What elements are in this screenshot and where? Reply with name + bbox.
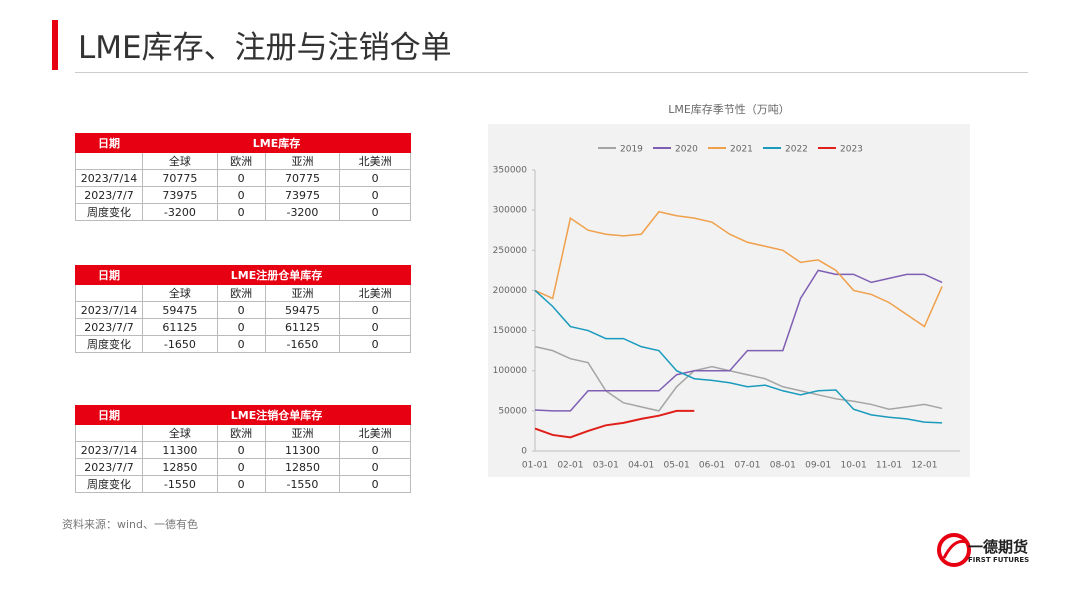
series-line (534, 269, 943, 412)
cell: 70775 (264, 169, 341, 187)
title-bar (52, 20, 58, 70)
x-tick-label: 06-01 (699, 461, 725, 471)
y-tick-label: 300000 (493, 206, 528, 216)
data-row: 2023/7/7 12850 0 12850 0 (75, 458, 411, 476)
cell: -3200 (264, 203, 341, 221)
y-tick-label: 100000 (493, 366, 528, 376)
cell: 2023/7/14 (75, 301, 143, 319)
cell: 周度变化 (75, 475, 143, 493)
cell: -3200 (142, 203, 218, 221)
x-tick-label: 05-01 (664, 461, 690, 471)
y-tick-label: 250000 (493, 246, 528, 256)
series-line (534, 345, 943, 412)
legend-label: 2023 (840, 145, 863, 155)
data-row: 2023/7/14 11300 0 11300 0 (75, 441, 411, 459)
subheader-cell: 全球 (142, 284, 218, 302)
y-tick-label: 50000 (498, 406, 527, 416)
y-tick-label: 200000 (493, 286, 528, 296)
cell: 0 (216, 203, 266, 221)
logo-icon (937, 533, 971, 567)
data-row: 2023/7/7 61125 0 61125 0 (75, 318, 411, 336)
subheader-row: 全球 欧洲 亚洲 北美洲 (75, 152, 411, 170)
data-row: 周度变化 -1550 0 -1550 0 (75, 475, 411, 493)
subheader-cell: 北美洲 (339, 284, 411, 302)
x-tick-label: 04-01 (628, 461, 654, 471)
divider (75, 72, 1028, 73)
x-tick-label: 07-01 (734, 461, 760, 471)
x-tick-label: 01-01 (522, 461, 548, 471)
subheader-row: 全球 欧洲 亚洲 北美洲 (75, 424, 411, 442)
header-cell: 日期 (75, 265, 143, 285)
x-tick-label: 12-01 (911, 461, 937, 471)
data-table: 日期 LME注销仓单库存 全球 欧洲 亚洲 北美洲 2023/7/14 11300 0 11300… (75, 405, 411, 493)
subheader-cell: 北美洲 (339, 152, 411, 170)
slide-title: LME库存、注册与注销仓单 (78, 30, 452, 66)
cell: 0 (216, 475, 266, 493)
y-tick-label: 0 (521, 447, 527, 457)
source: 资料来源：wind、一德有色 (62, 518, 199, 531)
x-tick-label: 02-01 (557, 461, 583, 471)
subheader-row: 全球 欧洲 亚洲 北美洲 (75, 284, 411, 302)
y-tick-label: 350000 (493, 166, 528, 176)
x-tick-label: 08-01 (770, 461, 796, 471)
legend-label: 2020 (675, 145, 698, 155)
data-row: 周度变化 -1650 0 -1650 0 (75, 335, 411, 353)
cell: 0 (339, 203, 411, 221)
cell: 周度变化 (75, 203, 143, 221)
legend-label: 2019 (620, 145, 643, 155)
cell: 周度变化 (75, 335, 143, 353)
cell: 11300 (142, 441, 218, 459)
cell: 12850 (264, 458, 341, 476)
cell: 0 (339, 475, 411, 493)
chart-title: LME库存季节性（万吨） (668, 102, 790, 116)
cell: 2023/7/14 (75, 441, 143, 459)
cell: -1550 (264, 475, 341, 493)
data-table: 日期 LME库存 全球 欧洲 亚洲 北美洲 2023/7/14 70775 0 70775 0 202… (75, 133, 411, 221)
x-tick-label: 11-01 (876, 461, 902, 471)
cell: -1650 (142, 335, 218, 353)
x-tick-label: 03-01 (593, 461, 619, 471)
series-line (534, 409, 695, 439)
logo-name: 一德期货 (968, 538, 1029, 556)
logo-sub: FIRST FUTURES (968, 556, 1030, 564)
data-table: 日期 LME注册仓单库存 全球 欧洲 亚洲 北美洲 2023/7/14 59475 0 59475… (75, 265, 411, 353)
subheader-cell: 北美洲 (339, 424, 411, 442)
x-tick-label: 09-01 (805, 461, 831, 471)
series-line (534, 289, 943, 424)
cell: -1650 (264, 335, 341, 353)
legend-label: 2021 (730, 145, 753, 155)
cell: 61125 (142, 318, 218, 336)
legend-label: 2022 (785, 145, 808, 155)
subheader-cell: 欧洲 (216, 424, 266, 442)
y-tick-label: 150000 (493, 326, 528, 336)
header-cell: 日期 (75, 133, 143, 153)
subheader-cell: 全球 (142, 424, 218, 442)
cell: 0 (339, 335, 411, 353)
chart-background (488, 124, 970, 477)
cell: 59475 (142, 301, 218, 319)
x-tick-label: 10-01 (841, 461, 867, 471)
series-line (534, 210, 943, 328)
data-row: 周度变化 -3200 0 -3200 0 (75, 203, 411, 221)
cell: -1550 (142, 475, 218, 493)
